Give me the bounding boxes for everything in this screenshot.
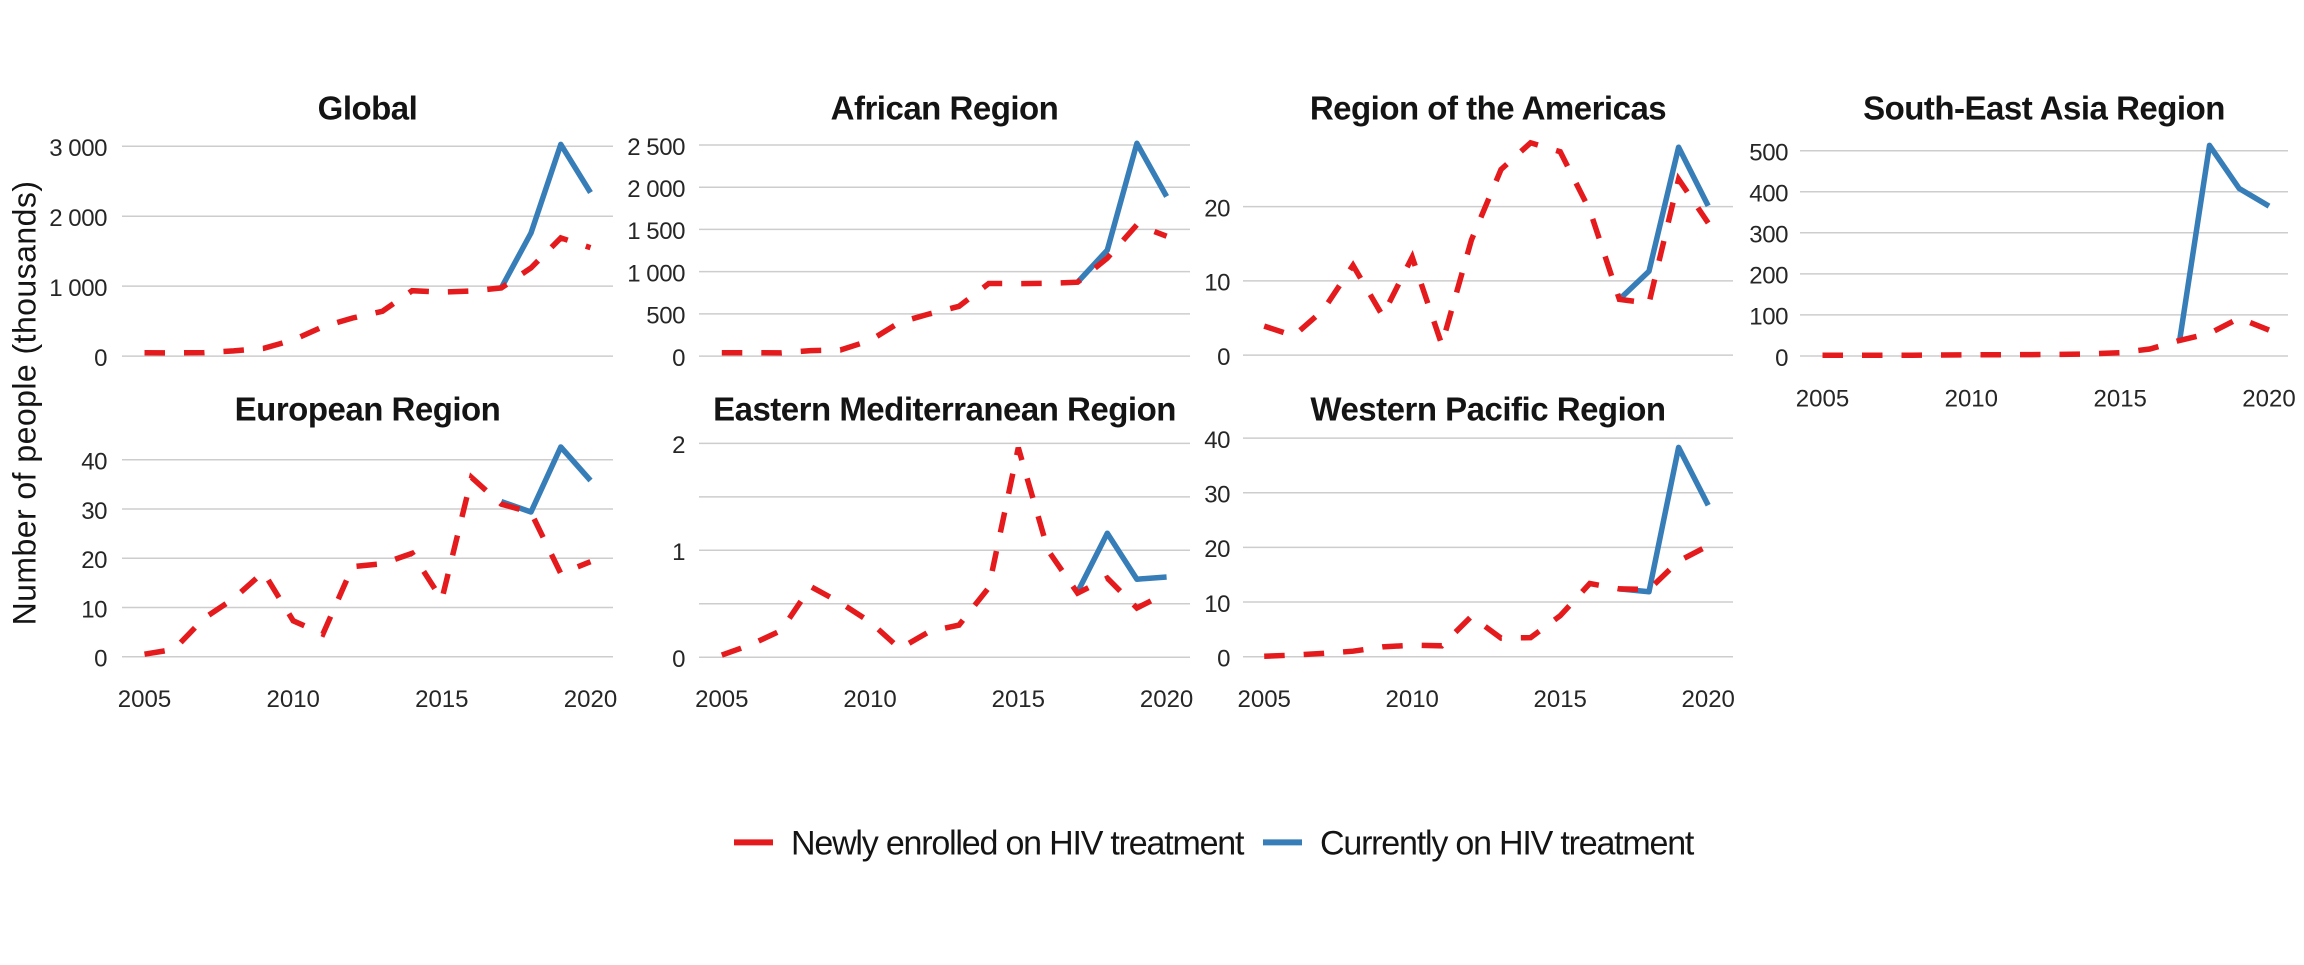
svg-text:500: 500 [646, 303, 685, 330]
svg-text:0: 0 [94, 345, 107, 372]
svg-text:Number of people (thousands): Number of people (thousands) [7, 181, 43, 626]
svg-text:2010: 2010 [1945, 385, 1998, 412]
svg-text:20: 20 [1204, 195, 1230, 222]
svg-text:2015: 2015 [415, 686, 468, 713]
svg-text:2005: 2005 [1238, 686, 1291, 713]
svg-text:2010: 2010 [267, 686, 320, 713]
svg-text:2 000: 2 000 [49, 205, 107, 232]
svg-text:0: 0 [672, 345, 685, 372]
svg-text:2005: 2005 [1796, 385, 1849, 412]
svg-text:1 000: 1 000 [627, 260, 685, 287]
svg-text:2020: 2020 [1682, 686, 1735, 713]
svg-text:0: 0 [1217, 646, 1230, 673]
svg-text:0: 0 [672, 646, 685, 673]
svg-text:0: 0 [1217, 344, 1230, 371]
svg-text:2020: 2020 [2242, 385, 2295, 412]
svg-text:2005: 2005 [118, 686, 171, 713]
svg-text:2015: 2015 [2094, 385, 2147, 412]
svg-text:30: 30 [81, 498, 107, 525]
svg-text:0: 0 [94, 646, 107, 673]
svg-text:500: 500 [1749, 140, 1788, 167]
svg-text:40: 40 [81, 449, 107, 476]
svg-text:South-East Asia Region: South-East Asia Region [1863, 89, 2225, 126]
svg-text:10: 10 [81, 596, 107, 623]
svg-text:2015: 2015 [992, 686, 1045, 713]
svg-text:0: 0 [1775, 345, 1788, 372]
svg-text:20: 20 [1204, 536, 1230, 563]
svg-text:300: 300 [1749, 222, 1788, 249]
svg-text:1: 1 [672, 539, 685, 566]
svg-text:2: 2 [672, 432, 685, 459]
svg-text:3 000: 3 000 [49, 135, 107, 162]
svg-text:10: 10 [1204, 591, 1230, 618]
svg-text:400: 400 [1749, 181, 1788, 208]
svg-text:Western Pacific Region: Western Pacific Region [1310, 390, 1665, 427]
svg-text:2010: 2010 [843, 686, 896, 713]
svg-text:Currently on HIV treatment: Currently on HIV treatment [1320, 825, 1695, 863]
svg-text:2020: 2020 [564, 686, 617, 713]
svg-text:European Region: European Region [235, 390, 501, 427]
svg-text:Global: Global [318, 89, 418, 126]
svg-text:10: 10 [1204, 270, 1230, 297]
svg-text:2005: 2005 [695, 686, 748, 713]
svg-text:1 500: 1 500 [627, 218, 685, 245]
svg-text:Newly enrolled on HIV treatmen: Newly enrolled on HIV treatment [791, 825, 1245, 863]
svg-text:2020: 2020 [1140, 686, 1193, 713]
svg-text:2 500: 2 500 [627, 134, 685, 161]
svg-text:20: 20 [81, 547, 107, 574]
svg-text:African Region: African Region [831, 89, 1059, 126]
svg-text:1 000: 1 000 [49, 275, 107, 302]
svg-text:200: 200 [1749, 263, 1788, 290]
svg-text:40: 40 [1204, 427, 1230, 454]
svg-text:Eastern Mediterranean Region: Eastern Mediterranean Region [713, 390, 1176, 427]
svg-text:Region of the Americas: Region of the Americas [1310, 89, 1666, 126]
svg-text:2015: 2015 [1534, 686, 1587, 713]
svg-text:30: 30 [1204, 482, 1230, 509]
svg-text:2010: 2010 [1386, 686, 1439, 713]
svg-text:2 000: 2 000 [627, 176, 685, 203]
svg-text:100: 100 [1749, 304, 1788, 331]
